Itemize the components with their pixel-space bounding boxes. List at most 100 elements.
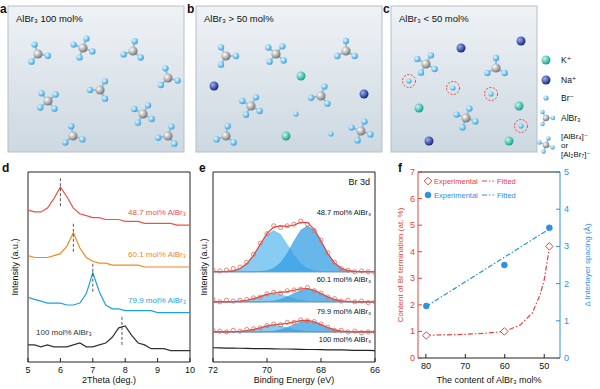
sphere: [321, 83, 327, 89]
y2-tick: [556, 172, 560, 173]
marker: [366, 270, 370, 274]
schematic-panel: [391, 6, 537, 152]
x-tick: [267, 358, 268, 362]
sphere: [367, 131, 373, 137]
sphere: [472, 118, 478, 124]
curve: [28, 326, 190, 351]
panel-letter: c: [383, 2, 390, 16]
plot-area: [28, 178, 190, 350]
marker: [224, 298, 228, 302]
marker: [359, 269, 363, 273]
sphere: [68, 131, 77, 140]
sphere: [515, 102, 524, 111]
sphere: [415, 104, 424, 113]
sphere: [76, 54, 82, 60]
sphere: [265, 44, 271, 50]
spectrum-label: 79.9 mol% AlBr₃: [317, 307, 371, 316]
x-axis: [213, 362, 375, 363]
sphere: [45, 53, 51, 59]
sphere: [334, 53, 340, 59]
sphere: [425, 137, 434, 146]
sphere: [131, 106, 137, 112]
x-tick-label: 8: [123, 365, 128, 375]
sphere: [128, 46, 137, 55]
sphere: [28, 58, 34, 64]
electrolyte-box: [8, 6, 184, 152]
sphere: [551, 116, 555, 120]
y-tick-label: 1: [410, 326, 415, 336]
x-tick: [213, 358, 214, 362]
sphere: [271, 49, 280, 58]
y2-tick: [556, 358, 560, 359]
x-tick-label: 66: [370, 365, 380, 375]
x-tick-label: 80: [421, 361, 431, 371]
panel-title: AlBr₃ 100 mol%: [16, 13, 83, 24]
sphere: [266, 58, 272, 64]
x-tick: [92, 358, 93, 362]
sphere: [356, 126, 365, 135]
sphere: [158, 82, 164, 88]
y-tick-label: 6: [410, 194, 415, 204]
curve-label: 60.1 mol% AlBr₃: [128, 250, 186, 259]
x-tick: [321, 358, 322, 362]
y-tick: [418, 198, 422, 199]
sphere: [243, 111, 249, 117]
panel-letter: f: [398, 161, 403, 175]
marker: [251, 296, 255, 300]
x-axis-label: Binding Energy (eV): [254, 375, 335, 385]
y2-tick-label: 2: [564, 279, 569, 289]
sphere: [213, 136, 219, 142]
peak-line: [92, 264, 93, 293]
marker: [326, 295, 330, 299]
sphere: [540, 122, 544, 126]
sphere: [418, 69, 424, 75]
legend-text: Fitted: [497, 191, 516, 200]
y-tick-label: 4: [410, 247, 415, 257]
sphere: [459, 124, 465, 130]
sphere: [221, 131, 230, 140]
axis-top: [28, 172, 190, 173]
marker: [265, 292, 269, 296]
y-axis-label: Intensity (a.u.): [199, 238, 209, 295]
marker: [213, 268, 215, 272]
legend-text: K⁺: [561, 55, 571, 65]
sphere: [102, 95, 108, 101]
sphere: [428, 52, 434, 58]
sphere: [51, 105, 57, 111]
molecule: [37, 90, 59, 112]
sphere: [145, 102, 151, 108]
marker: [319, 291, 323, 295]
sphere: [461, 113, 470, 122]
marker: [312, 320, 316, 324]
marker: [359, 299, 363, 303]
sphere: [431, 66, 437, 72]
x-tick: [28, 358, 29, 362]
marker: [353, 300, 357, 304]
x-axis-label: 2Theta (deg.): [82, 375, 136, 385]
sphere: [466, 105, 472, 111]
x-tick: [504, 354, 505, 358]
marker: [224, 268, 228, 272]
marker: [299, 219, 303, 223]
electrolyte-box: [196, 6, 382, 152]
legend-text: Br⁻: [561, 93, 574, 103]
sphere: [308, 95, 314, 101]
highlight-ring: [485, 88, 498, 101]
sphere: [37, 104, 43, 110]
sphere: [491, 63, 500, 72]
x-tick: [544, 354, 545, 358]
marker: [312, 289, 316, 293]
spectrum-label: 60.1 mol% AlBr₃: [317, 275, 371, 284]
sphere: [155, 135, 161, 141]
sphere: [457, 44, 466, 53]
x-axis-label: The content of AlBr₃ mol%: [436, 375, 541, 385]
marker: [292, 320, 296, 324]
sphere: [406, 78, 411, 83]
marker: [265, 323, 269, 327]
marker: [501, 328, 509, 336]
marker: [373, 300, 375, 304]
legend-line: [482, 180, 494, 181]
marker: [339, 299, 343, 303]
x-tick: [125, 358, 126, 362]
sphere: [43, 96, 52, 105]
